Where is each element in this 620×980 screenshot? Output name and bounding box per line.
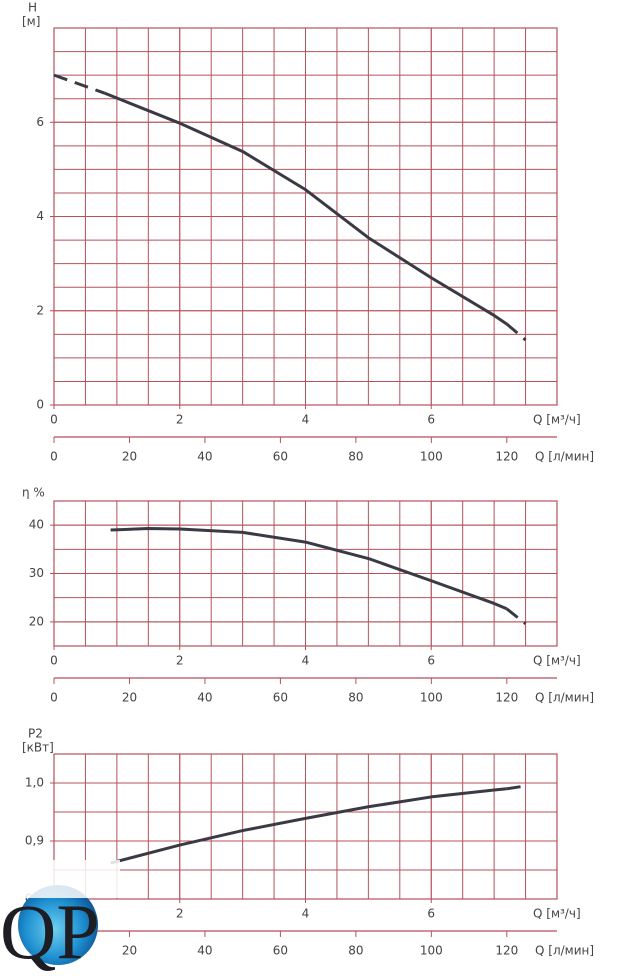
y-tick-label: 0,9 <box>25 834 44 848</box>
curve <box>506 784 526 791</box>
x2-axis-label: Q [л/мин] <box>535 691 594 705</box>
y-tick-label: 1,0 <box>25 776 44 790</box>
x-tick-label: 0 <box>50 654 58 668</box>
x2-axis-label: Q [л/мин] <box>535 944 594 958</box>
logo-water <box>18 885 98 965</box>
x2-tick-label: 20 <box>122 944 137 958</box>
y-axis-label: η % <box>22 486 45 500</box>
curve <box>110 787 507 865</box>
y-tick-label: 30 <box>29 566 44 580</box>
x-axis-label: Q [м³/ч] <box>533 907 581 921</box>
x2-tick-label: 40 <box>197 691 212 705</box>
x-axis-label: Q [м³/ч] <box>533 654 581 668</box>
curve <box>505 322 527 342</box>
curve <box>53 73 105 95</box>
x2-tick-label: 60 <box>273 944 288 958</box>
x-axis-label: Q [м³/ч] <box>533 413 581 427</box>
x-tick-label: 2 <box>176 907 184 921</box>
x-tick-label: 4 <box>302 413 310 427</box>
x2-tick-label: 0 <box>50 691 58 705</box>
x2-tick-label: 80 <box>348 691 363 705</box>
x2-tick-label: 40 <box>197 450 212 464</box>
y-tick-label: 40 <box>29 518 44 532</box>
y-axis-unit: [м] <box>22 15 40 29</box>
x2-tick-label: 100 <box>420 691 443 705</box>
x2-tick-label: 100 <box>420 944 443 958</box>
x-tick-label: 6 <box>427 413 435 427</box>
x2-tick-label: 60 <box>273 450 288 464</box>
x2-tick-label: 20 <box>122 450 137 464</box>
y-tick-label: 4 <box>36 209 44 223</box>
x2-tick-label: 80 <box>348 450 363 464</box>
x-tick-label: 0 <box>50 413 58 427</box>
x-tick-label: 4 <box>302 654 310 668</box>
x2-tick-label: 120 <box>495 450 518 464</box>
curve <box>110 527 508 611</box>
x-tick-label: 6 <box>427 907 435 921</box>
y-axis-label: P2 <box>28 727 43 741</box>
x-tick-label: 2 <box>176 413 184 427</box>
logo-mask <box>0 860 120 898</box>
x2-tick-label: 80 <box>348 944 363 958</box>
x2-tick-label: 20 <box>122 691 137 705</box>
x-tick-label: 4 <box>302 907 310 921</box>
x-tick-label: 6 <box>427 654 435 668</box>
y-tick-label: 0 <box>36 398 44 412</box>
curve <box>505 607 527 625</box>
y-axis-label: H <box>28 1 37 15</box>
x2-tick-label: 100 <box>420 450 443 464</box>
curve <box>103 91 508 326</box>
x-tick-label: 2 <box>176 654 184 668</box>
x2-tick-label: 120 <box>495 944 518 958</box>
y-tick-label: 6 <box>36 115 44 129</box>
y-tick-label: 20 <box>29 614 44 628</box>
x2-tick-label: 120 <box>495 691 518 705</box>
x2-tick-label: 60 <box>273 691 288 705</box>
logo: QP <box>0 860 120 975</box>
logo-text: QP <box>0 888 100 975</box>
x2-tick-label: 40 <box>197 944 212 958</box>
y-tick-label: 2 <box>36 303 44 317</box>
x2-axis-label: Q [л/мин] <box>535 450 594 464</box>
y-axis-unit: [кВт] <box>22 741 54 755</box>
x2-tick-label: 0 <box>50 450 58 464</box>
